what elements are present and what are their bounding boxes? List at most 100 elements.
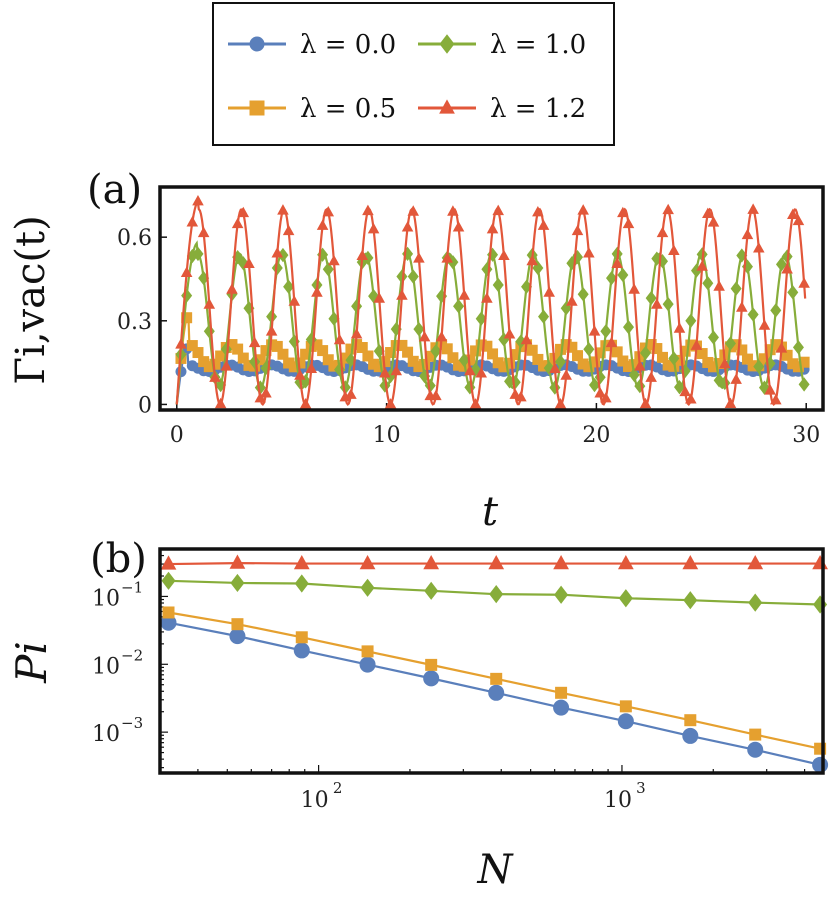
legend-label: λ = 1.2: [490, 94, 586, 124]
data-point: [741, 353, 753, 365]
data-point: [435, 330, 448, 342]
data-point: [553, 554, 569, 570]
data-point: [203, 298, 216, 309]
data-point: [588, 325, 601, 336]
data-point: [271, 247, 284, 258]
data-point: [356, 342, 368, 354]
data-point: [407, 269, 419, 284]
data-point: [770, 339, 782, 351]
legend-marker-diamond: [439, 34, 455, 54]
panel-b-label: (b): [90, 536, 147, 582]
data-point: [260, 387, 272, 398]
data-point: [192, 347, 204, 359]
data-point: [333, 333, 346, 345]
data-point: [475, 367, 487, 378]
data-point: [384, 398, 397, 409]
data-point: [792, 214, 805, 226]
data-point: [645, 338, 657, 350]
data-point: [402, 346, 414, 358]
data-point: [611, 346, 623, 358]
data-point: [481, 340, 493, 352]
data-point: [322, 354, 334, 366]
data-point: [351, 299, 363, 314]
data-point: [543, 286, 555, 297]
data-point: [282, 224, 295, 236]
data-point: [781, 349, 793, 361]
data-point: [488, 554, 505, 570]
data-point: [487, 348, 499, 360]
data-point: [424, 378, 436, 393]
data-point: [490, 672, 503, 685]
data-point: [492, 204, 504, 216]
data-point: [367, 222, 380, 234]
data-point: [572, 350, 584, 362]
data-point: [277, 247, 289, 263]
data-point: [566, 341, 578, 353]
x-tick-label: 20: [582, 423, 610, 448]
data-point: [685, 339, 697, 351]
data-point: [628, 367, 640, 383]
legend-box: [212, 2, 615, 146]
data-point: [300, 348, 312, 360]
data-point: [316, 219, 329, 230]
data-point: [651, 298, 663, 309]
data-point: [673, 354, 685, 366]
x-tick-label: 10: [301, 788, 329, 813]
data-point: [594, 347, 606, 359]
data-point: [673, 322, 686, 333]
data-point: [770, 393, 782, 405]
y-tick-exponent: −2: [121, 646, 143, 664]
data-point: [430, 389, 442, 401]
data-point: [702, 207, 714, 219]
data-point: [162, 606, 175, 619]
data-point: [396, 269, 408, 284]
data-point: [639, 397, 652, 409]
data-point: [696, 348, 708, 360]
data-point: [452, 221, 465, 232]
data-point: [707, 330, 719, 345]
data-point: [504, 374, 516, 389]
data-point: [160, 614, 177, 631]
data-point: [407, 355, 419, 367]
data-point: [690, 339, 703, 350]
data-point: [345, 343, 357, 355]
data-point: [619, 700, 632, 713]
data-point: [226, 283, 238, 294]
data-point: [747, 360, 759, 372]
data-point: [753, 359, 765, 374]
data-point: [328, 360, 340, 372]
data-point: [724, 397, 737, 408]
data-point: [453, 299, 465, 314]
data-point: [334, 362, 346, 377]
data-point: [339, 352, 351, 364]
data-point: [617, 554, 634, 570]
data-point: [175, 338, 187, 349]
data-point: [209, 358, 221, 370]
data-point: [361, 645, 374, 658]
data-point: [447, 205, 459, 216]
data-point: [798, 277, 810, 288]
data-point: [231, 618, 244, 631]
data-point: [271, 260, 283, 276]
data-point: [418, 330, 431, 342]
data-point: [736, 344, 748, 356]
y-tick-exponent: −1: [121, 578, 143, 596]
panel-a-frame: [158, 185, 825, 412]
data-point: [277, 204, 289, 215]
data-point: [656, 351, 668, 363]
data-point: [198, 356, 210, 368]
data-point: [792, 361, 804, 373]
data-point: [504, 357, 516, 369]
data-point: [730, 281, 742, 296]
data-point: [668, 351, 680, 366]
x-tick-exponent: 3: [636, 779, 646, 797]
y-tick-label: 10: [92, 722, 120, 747]
data-point: [160, 555, 177, 570]
data-point: [651, 343, 663, 355]
data-point: [656, 226, 669, 238]
data-point: [481, 292, 493, 303]
data-point: [758, 353, 770, 365]
legend: λ = 0.0 λ = 1.0 λ = 0.5 λ = 1.2: [212, 2, 615, 146]
data-point: [453, 359, 465, 371]
